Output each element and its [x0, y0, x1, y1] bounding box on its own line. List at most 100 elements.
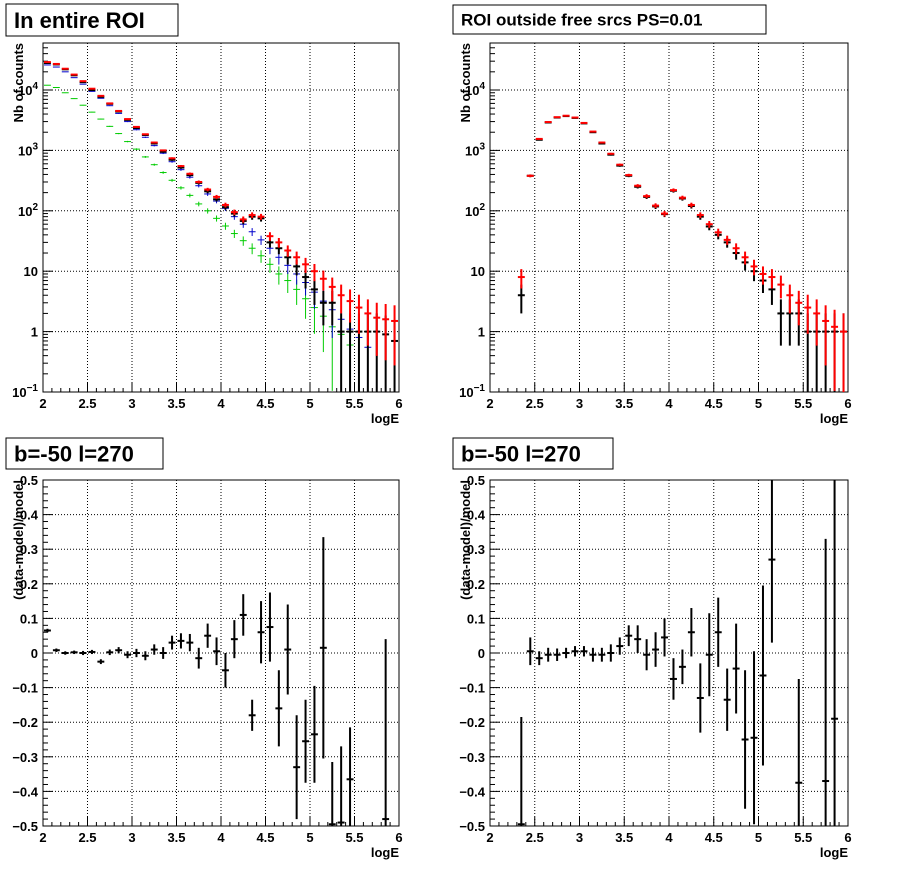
data-point [106, 105, 114, 107]
data-point [328, 761, 336, 826]
x-tick-label: 4.5 [705, 830, 723, 845]
data-point [589, 130, 597, 133]
y-tick-label: 102 [18, 202, 38, 219]
data-point [177, 633, 185, 649]
data-point [61, 651, 69, 655]
x-tick-label: 3 [128, 396, 135, 411]
plot-title: ROI outside free srcs PS=0.01 [452, 4, 767, 35]
data-point [275, 237, 283, 248]
data-point [70, 98, 78, 100]
data-point [150, 141, 158, 144]
data-point [382, 303, 390, 361]
data-point [124, 118, 131, 121]
data-point [517, 269, 525, 289]
data-point [759, 585, 767, 766]
x-tick-label: 3.5 [615, 396, 633, 411]
data-point [795, 678, 803, 826]
x-tick-label: 6 [844, 396, 851, 411]
y-tick-label: 0.3 [467, 542, 485, 557]
data-point [544, 121, 552, 124]
data-point [88, 89, 96, 92]
x-tick-label: 4 [665, 396, 673, 411]
x-tick-label: 2 [486, 396, 493, 411]
data-point [319, 537, 327, 759]
plot-title: b=-50 l=270 [452, 437, 614, 470]
data-point [759, 266, 767, 285]
data-point [732, 243, 740, 255]
data-point [133, 129, 140, 131]
x-tick-label: 4.5 [256, 396, 274, 411]
data-points [517, 480, 839, 826]
data-point [213, 215, 220, 222]
x-tick-label: 2 [486, 830, 493, 845]
data-point [150, 144, 158, 147]
data-point [115, 109, 123, 112]
data-point [97, 94, 105, 97]
y-tick-label: 0.2 [467, 577, 485, 592]
data-point [346, 289, 354, 323]
x-tick-label: 6 [395, 396, 402, 411]
x-axis: 2 2.5 3 3.5 4 4.5 5 5.5 6 [486, 383, 852, 411]
y-tick-label: −0.4 [459, 784, 485, 799]
title-text: b=-50 l=270 [461, 441, 581, 466]
data-point [625, 625, 633, 647]
data-point [696, 663, 704, 733]
x-tick-label: 4.5 [256, 830, 274, 845]
x-tick-label: 5.5 [794, 396, 812, 411]
data-point [88, 111, 96, 113]
data-point [195, 180, 203, 184]
title-box [5, 437, 164, 470]
data-point [257, 213, 265, 220]
y-axis: 10−1 1 10 102 103 104 [459, 42, 500, 400]
data-point [319, 290, 327, 326]
data-point [302, 699, 309, 783]
data-point [741, 670, 749, 809]
x-tick-label: 2.5 [526, 830, 544, 845]
data-point [150, 163, 158, 166]
data-point [741, 251, 749, 265]
x-axis-label: logE [371, 845, 399, 860]
data-point [768, 269, 776, 289]
data-point [544, 647, 552, 662]
y-tick-label: 0 [478, 646, 485, 661]
data-point [70, 650, 78, 655]
data-point [124, 121, 131, 123]
y-tick-label: −0.3 [12, 750, 38, 765]
y-tick-label: 102 [465, 202, 485, 219]
y-tick-label: 0.1 [20, 611, 38, 626]
data-point [337, 313, 345, 392]
data-point [141, 133, 149, 136]
y-tick-label: 0 [31, 646, 38, 661]
y-tick-label: −0.4 [12, 784, 38, 799]
data-points [44, 537, 390, 826]
data-point [391, 305, 398, 366]
y-tick-label: 1 [31, 325, 38, 340]
data-point [115, 647, 123, 654]
x-tick-label: 6 [395, 830, 402, 845]
data-point [257, 601, 265, 664]
data-point [213, 637, 220, 666]
y-tick-label: 10 [471, 264, 485, 279]
y-tick-label: 0.1 [467, 611, 485, 626]
data-point [257, 250, 265, 263]
grid [43, 480, 399, 826]
data-point [634, 184, 642, 188]
data-point [661, 210, 668, 217]
data-point [687, 608, 695, 657]
x-axis-label: logE [820, 845, 848, 860]
data-point [248, 228, 256, 236]
y-tick-label: −0.5 [459, 819, 485, 834]
data-point [705, 221, 713, 228]
data-point [678, 195, 686, 200]
data-point [571, 646, 579, 657]
y-tick-label: 103 [465, 141, 485, 158]
data-point [616, 637, 624, 655]
data-point [696, 212, 704, 219]
data-point [355, 294, 363, 334]
data-point [813, 299, 821, 346]
y-tick-label: 103 [18, 141, 38, 158]
x-tick-label: 2.5 [526, 396, 544, 411]
x-tick-label: 2 [39, 396, 46, 411]
data-point [141, 136, 149, 138]
data-point [705, 613, 713, 697]
